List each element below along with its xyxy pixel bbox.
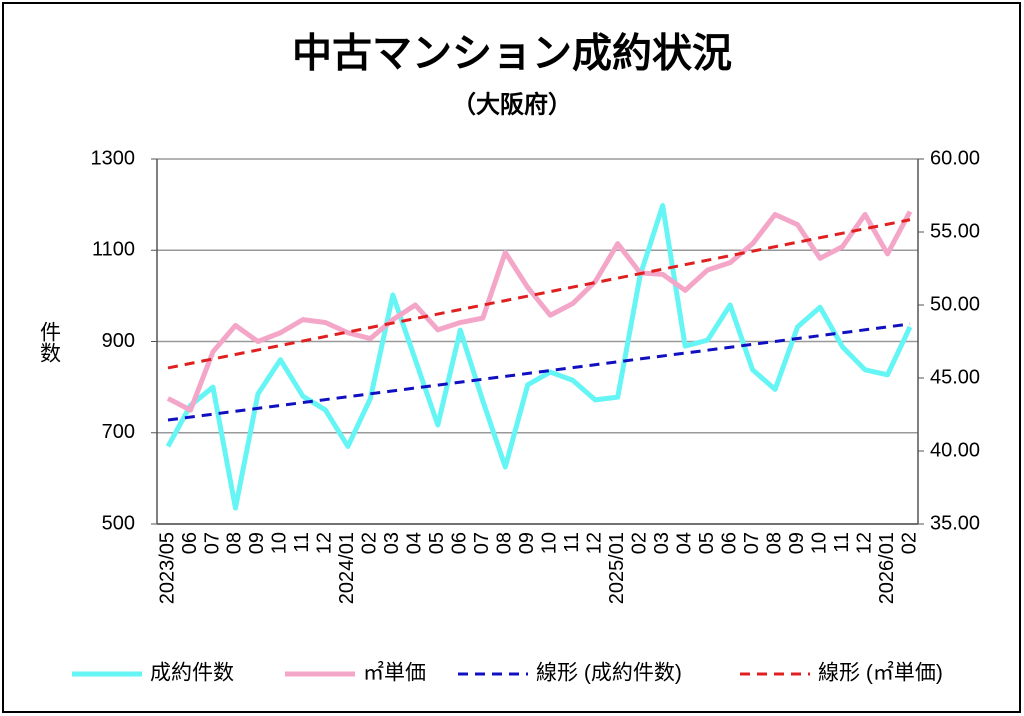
x-tick-label: 09 — [516, 532, 538, 554]
y2-tick-label: 50.00 — [930, 293, 980, 315]
chart-title: 中古マンション成約状況 — [292, 32, 732, 76]
y-tick-label: 1100 — [92, 239, 135, 261]
y2-tick-label: 40.00 — [930, 439, 980, 461]
y2-tick-label: 45.00 — [930, 366, 980, 388]
x-tick-label: 07 — [471, 532, 493, 554]
x-tick-label: 12 — [583, 532, 605, 554]
data-line — [166, 210, 913, 413]
x-tick-label: 2026/01 — [876, 532, 898, 604]
x-tick-label: 07 — [201, 532, 223, 554]
legend-label: 線形 (㎡単価) — [818, 661, 943, 685]
x-tick-label: 06 — [718, 532, 740, 554]
y2-tick-label: 55.00 — [930, 220, 980, 242]
x-tick-label: 04 — [404, 532, 426, 554]
legend-label: 成約件数 — [150, 662, 234, 685]
legend-label: ㎡単価 — [363, 661, 426, 685]
chart-subtitle: （大阪府） — [452, 90, 572, 118]
x-tick-label: 04 — [673, 532, 695, 554]
x-tick-label: 03 — [381, 532, 403, 554]
x-tick-label: 12 — [853, 532, 875, 554]
trend-line — [167, 218, 911, 370]
data-line — [165, 203, 913, 511]
x-tick-label: 12 — [314, 532, 336, 554]
x-tick-label: 10 — [539, 532, 561, 554]
legend-label: 線形 (成約件数) — [536, 662, 682, 685]
x-tick-label: 07 — [741, 532, 763, 554]
y2-tick-label: 35.00 — [930, 512, 980, 534]
x-tick-label: 10 — [269, 532, 291, 554]
x-tick-label: 08 — [224, 532, 246, 554]
y-tick-label: 500 — [102, 512, 135, 534]
x-tick-label: 10 — [808, 532, 830, 554]
x-tick-label: 02 — [898, 532, 920, 554]
y-tick-label: 900 — [102, 330, 135, 352]
y-axis-label: 件数 — [37, 321, 61, 363]
y2-tick-label: 60.00 — [930, 147, 980, 169]
y-tick-label: 1300 — [91, 147, 136, 169]
x-tick-label: 08 — [763, 532, 785, 554]
y-tick-label: 700 — [102, 421, 135, 443]
x-tick-label: 11 — [291, 532, 313, 553]
x-tick-label: 06 — [179, 532, 201, 554]
x-tick-label: 02 — [359, 532, 381, 554]
x-tick-label: 05 — [696, 532, 718, 554]
x-tick-label: 2025/01 — [606, 532, 628, 604]
x-tick-label: 08 — [494, 532, 516, 554]
x-tick-label: 02 — [628, 532, 650, 554]
x-tick-label: 09 — [246, 532, 268, 554]
x-tick-label: 05 — [426, 532, 448, 554]
x-tick-label: 03 — [651, 532, 673, 554]
x-tick-label: 06 — [449, 532, 471, 554]
x-tick-label: 2023/05 — [156, 532, 178, 604]
trend-line — [167, 322, 911, 422]
x-tick-label: 09 — [786, 532, 808, 554]
x-tick-label: 2024/01 — [336, 532, 358, 604]
x-tick-label: 11 — [831, 532, 853, 553]
x-tick-label: 11 — [561, 532, 583, 553]
